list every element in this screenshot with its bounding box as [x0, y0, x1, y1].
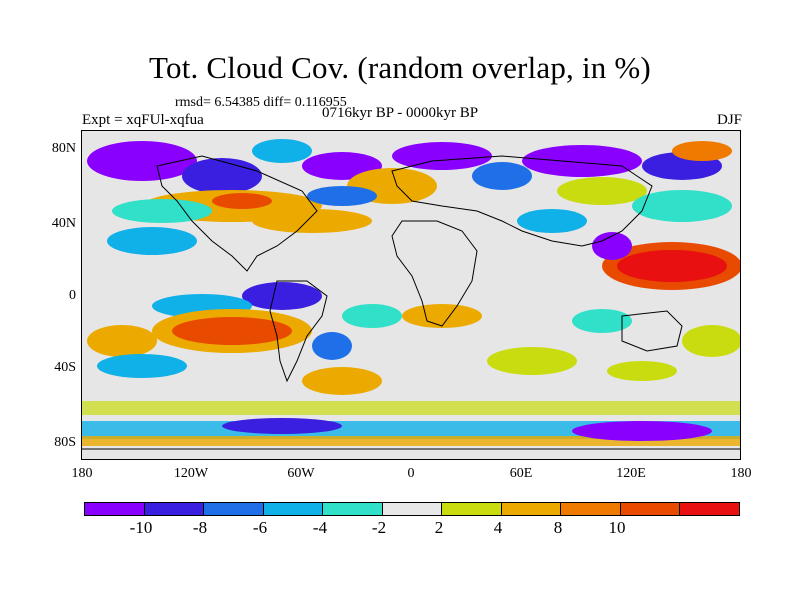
- colorbar-segment: [680, 503, 740, 515]
- season-label: DJF: [716, 112, 742, 128]
- colorbar-segment: [620, 503, 681, 515]
- colorbar-segment: [382, 503, 443, 515]
- stats-text: rmsd= 6.54385 diff= 0.116955: [175, 95, 347, 110]
- colorbar-label: -2: [371, 518, 387, 537]
- colorbar-segment: [204, 503, 264, 515]
- lon-label-0: 0: [407, 466, 415, 481]
- colorbar-label: -8: [192, 518, 208, 537]
- lon-label-60w: 60W: [287, 466, 315, 481]
- colorbar-segment: [323, 503, 383, 515]
- lon-label-120e: 120E: [616, 466, 646, 481]
- colorbar-label: -6: [252, 518, 268, 537]
- colorbar-segment: [85, 503, 145, 515]
- lat-label-0: 0: [69, 288, 76, 303]
- colorbar-label: 10: [608, 518, 626, 537]
- lon-label-180e: 180: [730, 466, 752, 481]
- colorbar-segment: [501, 503, 562, 515]
- lat-label-40s: 40S: [54, 360, 76, 375]
- cloud-cover-map: [82, 131, 740, 459]
- lat-label-80n: 80N: [51, 141, 76, 156]
- lon-label-180w: 180: [71, 466, 93, 481]
- colorbar-label: 4: [493, 518, 503, 537]
- experiment-label: Expt = xqFUl-xqfua: [82, 112, 204, 128]
- colorbar-segment: [144, 503, 205, 515]
- colorbar-segment: [263, 503, 324, 515]
- map-panel: [81, 130, 741, 460]
- colorbar: [84, 502, 740, 516]
- period-label: 0716kyr BP - 0000kyr BP: [322, 105, 479, 121]
- lat-label-80s: 80S: [54, 435, 76, 450]
- colorbar-label: 8: [553, 518, 563, 537]
- lat-label-40n: 40N: [51, 216, 76, 231]
- colorbar-segment: [442, 503, 502, 515]
- colorbar-label: 2: [434, 518, 444, 537]
- lon-label-120w: 120W: [173, 466, 209, 481]
- colorbar-label: -10: [129, 518, 153, 537]
- colorbar-segment: [561, 503, 621, 515]
- lon-label-60e: 60E: [509, 466, 533, 481]
- colorbar-label: -4: [312, 518, 328, 537]
- plot-title: Tot. Cloud Cov. (random overlap, in %): [149, 50, 651, 85]
